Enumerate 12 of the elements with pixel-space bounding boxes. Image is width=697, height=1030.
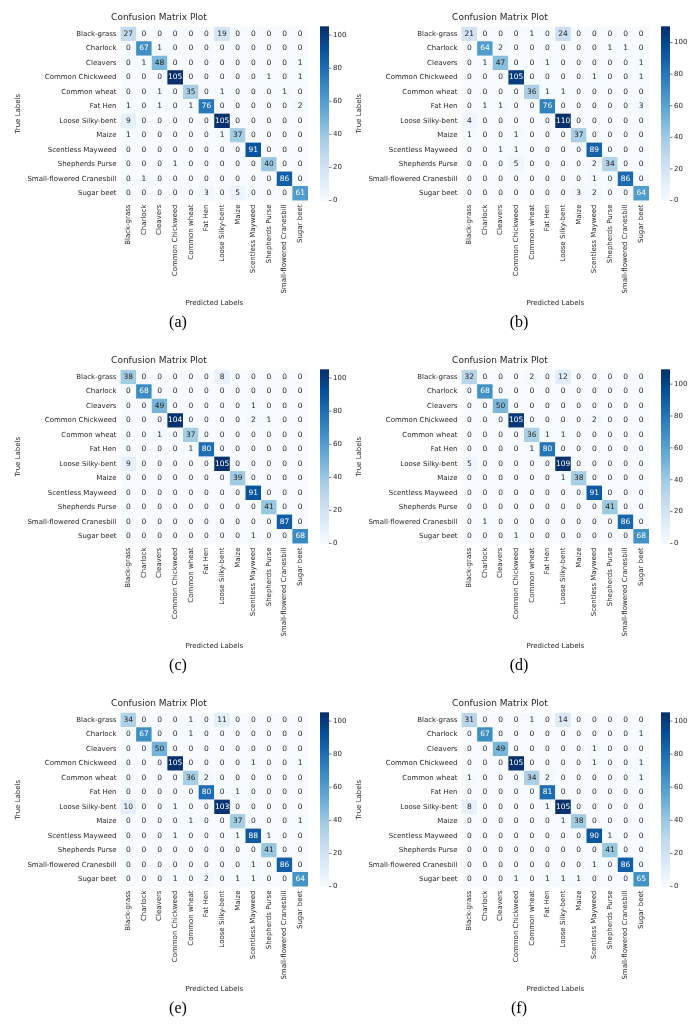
chart-title: Confusion Matrix Plot bbox=[111, 697, 208, 708]
text: (c) bbox=[168, 656, 188, 674]
text: (d) bbox=[508, 656, 530, 674]
text: (e) bbox=[168, 999, 188, 1017]
chart-title: Confusion Matrix Plot bbox=[452, 354, 549, 365]
text: (b) bbox=[508, 313, 530, 331]
chart-title: Confusion Matrix Plot bbox=[452, 11, 549, 22]
text: (f) bbox=[510, 999, 528, 1017]
chart-title: Confusion Matrix Plot bbox=[111, 354, 208, 365]
chart-title: Confusion Matrix Plot bbox=[111, 11, 208, 22]
chart-title: Confusion Matrix Plot bbox=[452, 697, 549, 708]
text: (a) bbox=[168, 313, 188, 331]
